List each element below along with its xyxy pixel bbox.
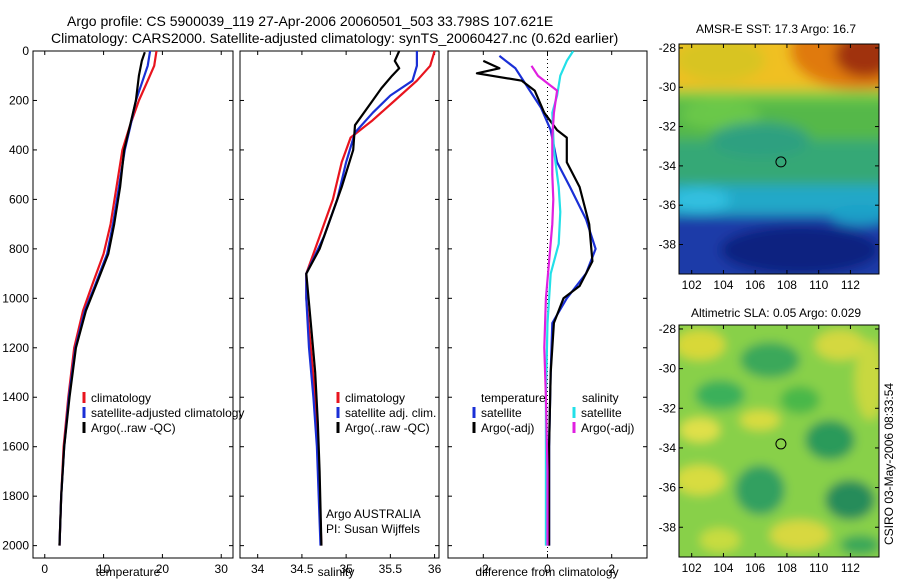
sst-argo-position-marker xyxy=(775,156,787,168)
map-ytick-label: -28 xyxy=(659,41,677,55)
series-line-argo-raw-qc- xyxy=(305,51,401,546)
map-ytick-label: -32 xyxy=(659,120,677,134)
xtick-label: 10 xyxy=(97,562,111,576)
legend-heading-temperature: temperature xyxy=(481,391,546,405)
map-ytick-label: -38 xyxy=(659,520,677,534)
salinity-panel: 34 34.5 35 35.5 36 salinity climatologysatel… xyxy=(239,50,442,579)
series-line-argo-raw-qc- xyxy=(58,51,146,546)
legend-label: satellite adj. clim. xyxy=(345,406,436,420)
xtick-label: 0 xyxy=(544,562,551,576)
temperature-panel: 0 200 400 600 800 1000 1200 1400 1600 1800 2000 0 1… xyxy=(2,44,244,579)
sla-field xyxy=(679,325,879,557)
sst-map-frame xyxy=(678,43,880,275)
map-xtick-label: 102 xyxy=(682,561,702,575)
ytick-label: 1200 xyxy=(2,341,29,355)
xtick-label: 35.5 xyxy=(379,562,403,576)
legend-label: Argo(-adj) xyxy=(481,421,534,435)
ytick-label: 600 xyxy=(9,192,29,206)
map-xtick-label: 112 xyxy=(841,561,860,575)
xtick-label: 30 xyxy=(215,562,229,576)
side-timestamp: CSIRO 03-May-2006 08:33:54 xyxy=(882,383,896,545)
title-line-2: Climatology: CARS2000. Satellite-adjuste… xyxy=(51,30,618,46)
xtick-label: 35 xyxy=(339,562,353,576)
map-xtick-label: 108 xyxy=(777,561,797,575)
map-xtick-label: 110 xyxy=(809,561,828,575)
sla-map-frame xyxy=(678,324,880,558)
map-xtick-label: 106 xyxy=(745,278,765,292)
map-ytick-label: -36 xyxy=(659,481,677,495)
map-ytick-label: -38 xyxy=(659,238,677,252)
legend-label: climatology xyxy=(91,391,151,405)
ytick-label: 1600 xyxy=(2,440,29,454)
temperature-xlabel: temperature xyxy=(96,565,161,579)
salinity-xlabel: salinity xyxy=(318,565,355,579)
map-xtick-label: 110 xyxy=(809,278,828,292)
series-line-salinity-argo-adj- xyxy=(530,65,559,546)
difference-legend: temperature salinitysatelliteArgo(-adj)sa… xyxy=(472,391,634,435)
legend-label: satellite-adjusted climatology xyxy=(91,406,244,420)
sla-map-panel: Altimetric SLA: 0.05 Argo: 0.029 xyxy=(659,306,880,575)
xtick-label: 2 xyxy=(608,562,615,576)
map-xtick-label: 104 xyxy=(713,278,733,292)
map-ytick-label: -28 xyxy=(659,322,677,336)
sst-map-panel: AMSR-E SST: 17.3 Argo: 16.7 102 104 106 108… xyxy=(659,22,880,292)
ytick-label: 1400 xyxy=(2,390,29,404)
series-line-climatology xyxy=(305,51,436,546)
map-ytick-label: -32 xyxy=(659,401,677,415)
legend-heading-salinity: salinity xyxy=(582,391,619,405)
map-xtick-label: 104 xyxy=(713,561,733,575)
map-xtick-label: 108 xyxy=(777,278,797,292)
sst-map-title: AMSR-E SST: 17.3 Argo: 16.7 xyxy=(696,22,856,36)
argo-australia-annotation: Argo AUSTRALIA xyxy=(326,507,421,521)
map-xtick-label: 102 xyxy=(682,278,702,292)
xtick-label: -2 xyxy=(478,562,489,576)
ytick-label: 200 xyxy=(9,93,29,107)
map-ytick-label: -34 xyxy=(659,441,677,455)
xtick-label: 36 xyxy=(428,562,442,576)
title-line-1: Argo profile: CS 5900039_119 27-Apr-2006… xyxy=(67,13,553,29)
legend-label: climatology xyxy=(345,391,405,405)
difference-xlabel: difference from climatology xyxy=(475,565,618,579)
series-line-temperature-argo-adj- xyxy=(475,59,594,546)
legend-label: satellite xyxy=(481,406,522,420)
sst-field xyxy=(679,44,879,274)
legend-label: Argo(..raw -QC) xyxy=(91,421,176,435)
sla-map-title: Altimetric SLA: 0.05 Argo: 0.029 xyxy=(691,306,861,320)
legend-label: Argo(..raw -QC) xyxy=(345,421,430,435)
salinity-axes-frame xyxy=(239,50,440,559)
ytick-label: 800 xyxy=(9,242,29,256)
xtick-label: 34 xyxy=(251,562,265,576)
ytick-label: 400 xyxy=(9,143,29,157)
legend-label: satellite xyxy=(581,406,622,420)
map-xtick-label: 106 xyxy=(745,561,765,575)
ytick-label: 1000 xyxy=(2,291,29,305)
map-ytick-label: -34 xyxy=(659,159,677,173)
difference-panel: -2 0 2 difference from climatology tempera… xyxy=(447,50,648,579)
map-ytick-label: -30 xyxy=(659,362,677,376)
pi-annotation: PI: Susan Wijffels xyxy=(326,522,420,536)
xtick-label: 20 xyxy=(156,562,170,576)
series-line-satellite-adjusted-climatology xyxy=(58,51,152,546)
map-ytick-label: -30 xyxy=(659,80,677,94)
legend-label: Argo(-adj) xyxy=(581,421,634,435)
map-ytick-label: -36 xyxy=(659,198,677,212)
temperature-axes-frame xyxy=(32,50,234,559)
xtick-label: 0 xyxy=(41,562,48,576)
map-xtick-label: 112 xyxy=(841,278,860,292)
ytick-label: 0 xyxy=(22,44,29,58)
xtick-label: 34.5 xyxy=(290,562,314,576)
series-line-satellite-adj-clim- xyxy=(305,51,418,546)
ytick-label: 2000 xyxy=(2,539,29,553)
sla-argo-position-marker xyxy=(775,438,787,450)
series-line-climatology xyxy=(58,51,158,546)
ytick-label: 1800 xyxy=(2,489,29,503)
